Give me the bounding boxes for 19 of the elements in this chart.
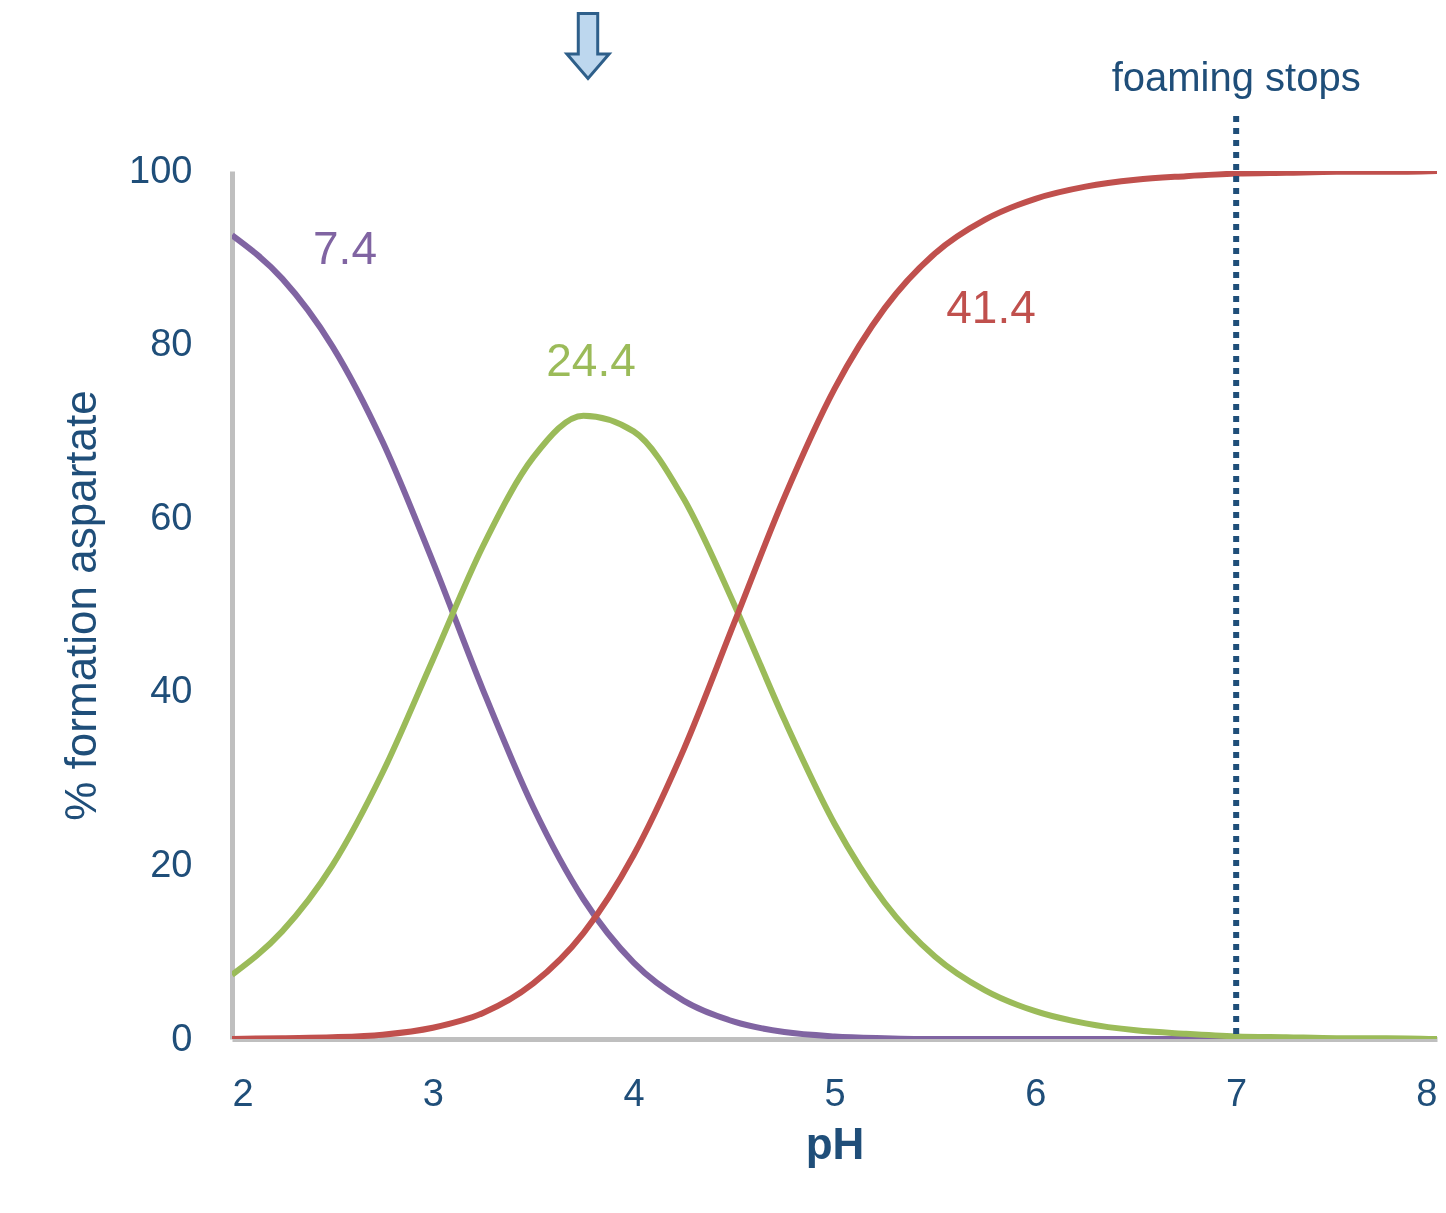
y-tick-label: 20	[150, 842, 193, 885]
x-axis-title: pH	[805, 1118, 865, 1168]
series-label: 41.4	[946, 281, 1036, 333]
x-tick-label: 3	[422, 1071, 444, 1114]
x-tick-label: 2	[232, 1071, 254, 1114]
y-axis-title: % formation aspartate	[56, 390, 106, 821]
y-tick-label: 0	[171, 1016, 193, 1059]
y-tick-label: 60	[150, 495, 193, 538]
x-tick-label: 5	[824, 1071, 846, 1114]
x-tick-label: 7	[1226, 1071, 1248, 1114]
y-tick-label: 80	[150, 322, 193, 365]
series-label: 7.4	[313, 222, 377, 274]
x-tick-label: 8	[1416, 1071, 1438, 1114]
x-tick-label: 4	[623, 1071, 645, 1114]
series-label: 24.4	[546, 334, 636, 386]
ref-line-label: foaming stops	[1111, 55, 1361, 99]
x-tick-label: 6	[1025, 1071, 1047, 1114]
y-tick-label: 100	[129, 148, 193, 191]
y-tick-label: 40	[150, 669, 193, 712]
